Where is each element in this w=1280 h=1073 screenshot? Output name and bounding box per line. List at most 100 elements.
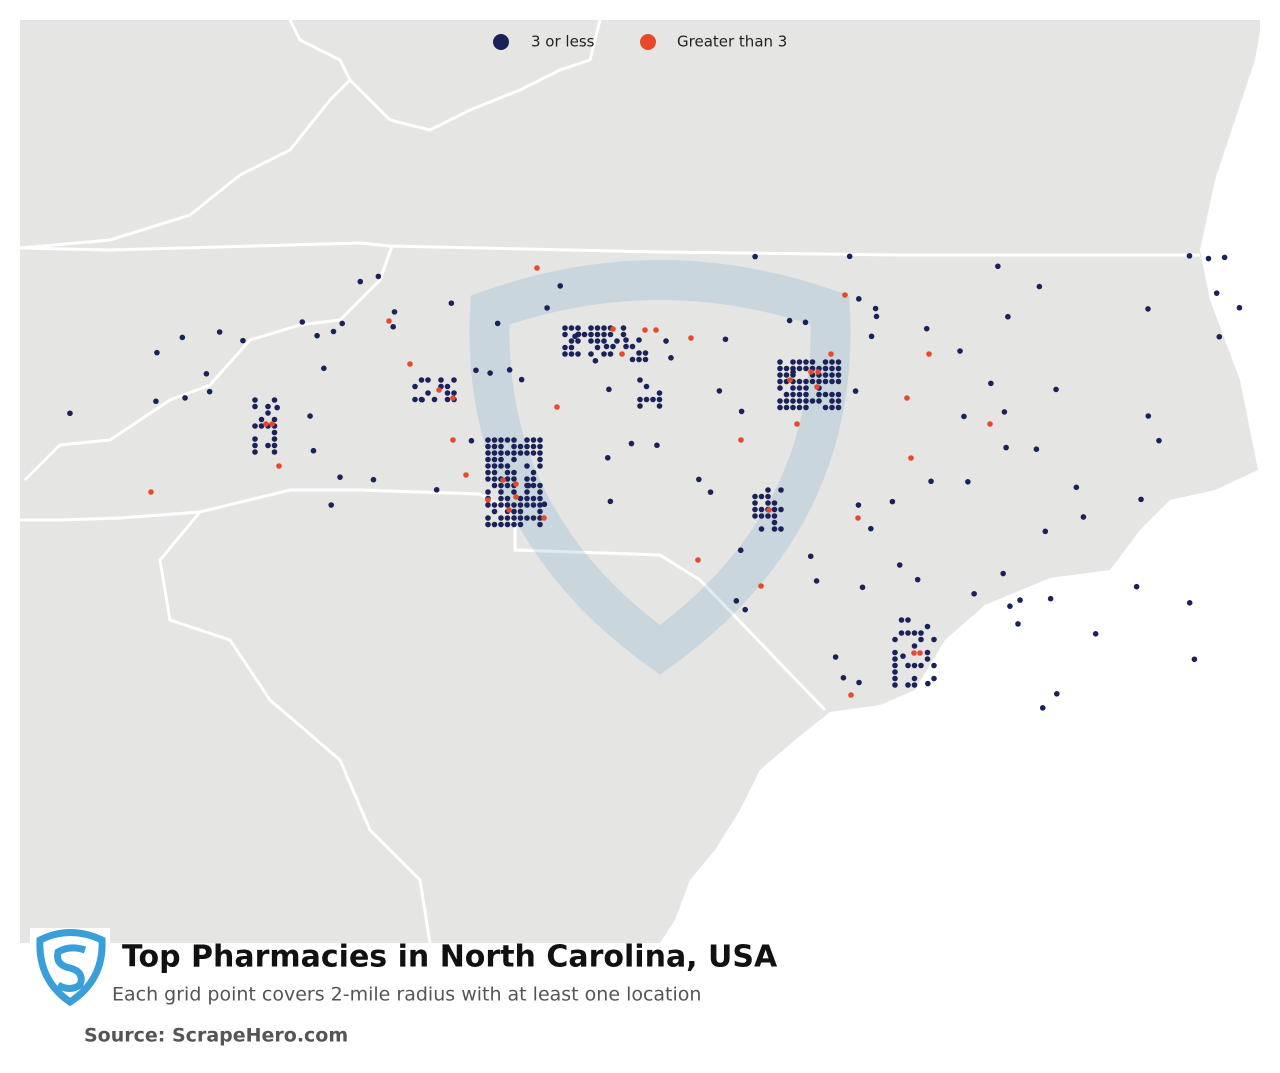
grid-point bbox=[758, 493, 765, 500]
grid-point bbox=[594, 344, 601, 351]
grid-point bbox=[154, 349, 160, 356]
grid-point bbox=[407, 361, 413, 367]
grid-point bbox=[663, 338, 669, 344]
grid-point bbox=[892, 682, 898, 688]
grid-point bbox=[485, 463, 491, 469]
grid-point bbox=[796, 398, 803, 404]
grid-point bbox=[892, 675, 898, 682]
grid-point bbox=[517, 450, 524, 456]
legend: 3 or less Greater than 3 bbox=[493, 33, 787, 51]
grid-point bbox=[898, 617, 905, 623]
grid-point bbox=[802, 319, 809, 326]
grid-point bbox=[905, 617, 911, 623]
grid-point bbox=[339, 320, 345, 327]
grid-point bbox=[642, 350, 649, 356]
grid-point bbox=[653, 327, 659, 333]
grid-point bbox=[803, 378, 809, 385]
grid-point bbox=[1191, 656, 1198, 663]
grid-point bbox=[809, 378, 816, 385]
grid-point bbox=[588, 325, 594, 331]
grid-point bbox=[494, 320, 501, 327]
map bbox=[19, 19, 1262, 944]
logo bbox=[30, 928, 110, 1008]
grid-point bbox=[390, 323, 396, 330]
grid-point bbox=[314, 332, 320, 339]
grid-point bbox=[835, 365, 842, 372]
grid-point bbox=[517, 508, 524, 515]
grid-point bbox=[892, 662, 898, 669]
grid-point bbox=[491, 443, 498, 450]
grid-point bbox=[620, 325, 627, 331]
grid-point bbox=[790, 398, 796, 404]
grid-point bbox=[271, 397, 278, 403]
grid-point bbox=[498, 495, 504, 502]
grid-point bbox=[917, 650, 923, 656]
grid-point bbox=[1145, 306, 1151, 312]
grid-point bbox=[448, 300, 455, 306]
grid-point bbox=[604, 454, 611, 461]
grid-point bbox=[1138, 496, 1144, 503]
grid-point bbox=[541, 501, 548, 508]
grid-point bbox=[637, 403, 643, 409]
grid-point bbox=[918, 636, 924, 643]
grid-point bbox=[562, 344, 568, 351]
grid-point bbox=[504, 482, 511, 489]
grid-point bbox=[1236, 304, 1243, 311]
grid-point bbox=[696, 476, 702, 483]
grid-point bbox=[581, 331, 588, 338]
grid-point bbox=[603, 343, 610, 350]
grid-point bbox=[179, 334, 186, 341]
grid-point bbox=[412, 396, 418, 403]
grid-point bbox=[252, 449, 258, 455]
grid-point bbox=[588, 351, 594, 357]
grid-point bbox=[816, 391, 822, 398]
grid-point bbox=[537, 456, 543, 463]
grid-point bbox=[961, 413, 967, 420]
grid-point bbox=[629, 356, 636, 363]
grid-point bbox=[252, 442, 258, 449]
grid-point bbox=[450, 395, 456, 401]
grid-point bbox=[796, 404, 803, 411]
grid-point bbox=[299, 319, 306, 325]
grid-point bbox=[568, 351, 575, 357]
grid-point bbox=[846, 253, 853, 260]
grid-point bbox=[1047, 595, 1054, 602]
grid-point bbox=[766, 507, 772, 513]
grid-point bbox=[629, 343, 636, 350]
grid-point bbox=[619, 351, 625, 357]
grid-point bbox=[777, 378, 783, 385]
grid-point bbox=[524, 443, 530, 450]
grid-point bbox=[537, 489, 543, 495]
grid-point bbox=[892, 636, 898, 643]
grid-point bbox=[524, 450, 530, 456]
grid-point bbox=[835, 378, 842, 385]
grid-point bbox=[386, 318, 392, 324]
grid-point bbox=[771, 500, 778, 506]
grid-point bbox=[307, 413, 313, 419]
grid-point bbox=[738, 408, 745, 415]
grid-point bbox=[537, 450, 543, 456]
grid-point bbox=[623, 343, 629, 350]
grid-point bbox=[498, 456, 504, 463]
grid-point bbox=[485, 456, 491, 463]
grid-point bbox=[594, 331, 601, 338]
grid-point bbox=[525, 482, 532, 489]
grid-point bbox=[778, 487, 784, 493]
grid-point bbox=[524, 437, 530, 443]
legend-label: 3 or less bbox=[531, 33, 595, 51]
grid-point bbox=[957, 348, 963, 354]
grid-point bbox=[1186, 253, 1193, 259]
grid-point bbox=[511, 508, 517, 515]
grid-point bbox=[924, 656, 931, 662]
grid-point bbox=[828, 351, 834, 357]
grid-point bbox=[485, 437, 491, 443]
grid-point bbox=[511, 489, 517, 495]
grid-point bbox=[498, 443, 504, 450]
grid-point bbox=[1156, 437, 1162, 444]
grid-point bbox=[498, 450, 504, 456]
grid-point bbox=[752, 253, 758, 260]
grid-point bbox=[742, 606, 748, 613]
grid-point bbox=[855, 502, 862, 508]
grid-point bbox=[473, 367, 479, 374]
